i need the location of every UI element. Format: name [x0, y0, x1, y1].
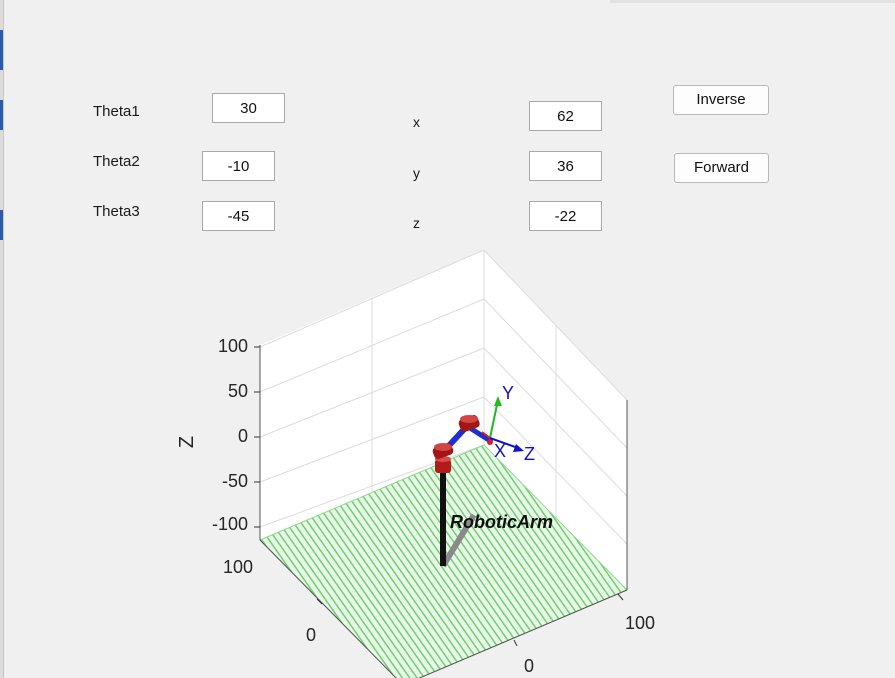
x-tick-label: 100: [223, 557, 253, 577]
y-input[interactable]: [529, 151, 602, 181]
y-label: y: [413, 165, 420, 181]
z-tick-label: 50: [228, 381, 248, 401]
robot-joint-elbow: [458, 415, 480, 432]
forward-button[interactable]: Forward: [674, 153, 769, 183]
plot-axis-box: [259, 345, 628, 678]
frame-y-label: Y: [502, 383, 514, 403]
z-tick-label: -50: [222, 471, 248, 491]
window-edge-mark: [0, 100, 3, 130]
y-tick-label: 100: [625, 613, 655, 633]
window-edge-mark: [0, 30, 3, 70]
z-tick-label: 100: [218, 336, 248, 356]
window-edge-mark: [0, 210, 3, 240]
plot-gridlines: [259, 249, 628, 545]
theta1-input[interactable]: [212, 93, 285, 123]
robot-joint-shoulder: [432, 443, 454, 459]
robot-end-effector: [487, 439, 493, 445]
x-label: x: [413, 114, 420, 130]
theta2-input[interactable]: [202, 151, 275, 181]
z-input[interactable]: [529, 201, 602, 231]
frame-z-label: Z: [524, 444, 535, 464]
window-top-strip: [610, 0, 895, 3]
z-tick-label: 0: [238, 426, 248, 446]
z-axis-label: Z: [176, 436, 198, 448]
theta1-label: Theta1: [93, 103, 140, 120]
robot-name-label: RoboticArm: [450, 512, 553, 532]
z-tick-marks: [254, 346, 624, 647]
z-label: z: [413, 215, 420, 231]
inverse-button[interactable]: Inverse: [673, 85, 769, 115]
window-edge: [0, 0, 4, 678]
x-tick-label: 0: [306, 625, 316, 645]
frame-x-label: X: [494, 441, 506, 461]
theta3-input[interactable]: [202, 201, 275, 231]
theta3-label: Theta3: [93, 203, 140, 220]
x-input[interactable]: [529, 101, 602, 131]
theta2-label: Theta2: [93, 153, 140, 170]
robot-shadow: [440, 513, 477, 568]
end-effector-frame: [481, 396, 524, 452]
z-tick-label: -100: [212, 514, 248, 534]
y-tick-label: 0: [524, 656, 534, 676]
